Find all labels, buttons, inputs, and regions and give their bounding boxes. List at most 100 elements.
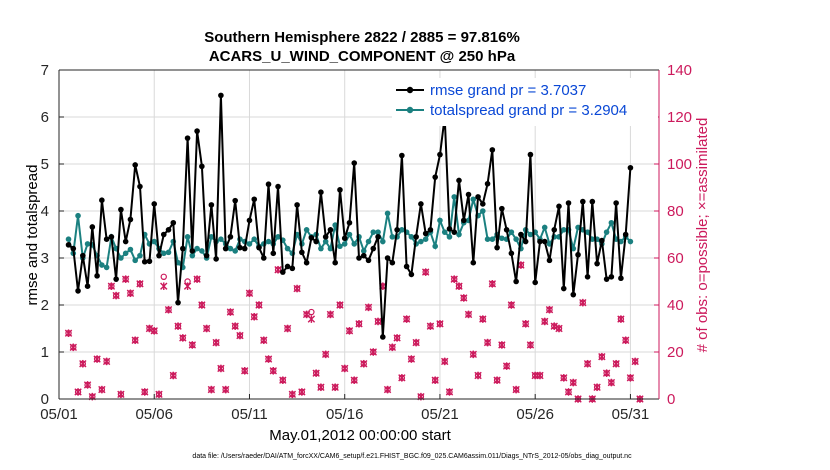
- obs-assimilated-point: [226, 308, 235, 316]
- obs-assimilated-point: [436, 320, 444, 328]
- obs-assimilated-point: [555, 324, 563, 333]
- totalspread-point: [122, 250, 129, 257]
- obs-assimilated-point: [526, 341, 535, 349]
- obs-assimilated-point: [174, 322, 182, 330]
- rmse-point: [222, 245, 229, 252]
- totalspread-point: [360, 248, 367, 254]
- obs-assimilated-point: [107, 282, 116, 290]
- rmse-point: [194, 128, 200, 134]
- totalspread-point: [184, 234, 191, 240]
- rmse-point: [513, 278, 519, 285]
- rmse-point: [527, 151, 534, 158]
- y-tick-label-left: 6: [41, 109, 49, 126]
- rmse-point: [332, 259, 338, 266]
- obs-assimilated-point: [545, 305, 554, 314]
- rmse-point: [494, 244, 500, 251]
- obs-assimilated-point: [79, 359, 87, 368]
- obs-assimilated-point: [236, 331, 244, 340]
- rmse-point: [180, 245, 186, 252]
- rmse-point: [532, 279, 538, 286]
- totalspread-point: [118, 255, 124, 261]
- rmse-point: [165, 227, 172, 233]
- obs-assimilated-point: [464, 310, 473, 319]
- obs-assimilated-point: [450, 275, 458, 283]
- rmse-point: [508, 250, 515, 257]
- totalspread-point: [456, 231, 462, 238]
- totalspread-point: [418, 238, 424, 245]
- rmse-point: [537, 238, 543, 245]
- obs-assimilated-point: [121, 275, 130, 283]
- totalspread-point: [384, 210, 391, 217]
- obs-assimilated-point: [288, 390, 297, 399]
- obs-assimilated-point: [564, 388, 573, 396]
- totalspread-point: [508, 229, 515, 235]
- totalspread-point: [132, 257, 138, 264]
- totalspread-point: [370, 229, 377, 235]
- obs-assimilated-point: [69, 343, 77, 352]
- rmse-point: [237, 244, 243, 251]
- totalspread-point: [208, 234, 215, 240]
- rmse-point: [432, 174, 438, 180]
- obs-assimilated-point: [374, 317, 382, 326]
- totalspread-point: [275, 234, 281, 240]
- rmse-point: [313, 238, 319, 245]
- y-tick-label-left: 2: [41, 297, 49, 314]
- y-axis-label-left: rmse and totalspread: [24, 165, 41, 306]
- obs-assimilated-point: [188, 341, 197, 349]
- obs-assimilated-point: [74, 388, 82, 396]
- y-tick-label-right: 20: [667, 344, 684, 361]
- obs-assimilated-point: [93, 355, 101, 363]
- x-tick-label: 05/16: [326, 406, 364, 423]
- rmse-point: [284, 263, 291, 270]
- obs-assimilated-point: [98, 385, 106, 394]
- obs-assimilated-point: [607, 378, 616, 387]
- obs-assimilated-point: [198, 301, 206, 309]
- obs-assimilated-point: [250, 312, 258, 321]
- rmse-point: [160, 231, 167, 238]
- totalspread-point: [513, 236, 519, 242]
- obs-assimilated-point: [183, 282, 192, 290]
- rmse-point: [503, 227, 510, 233]
- rmse-point: [151, 201, 158, 207]
- totalspread-point: [441, 229, 448, 235]
- totalspread-point: [346, 231, 353, 238]
- legend: rmse grand pr = 3.7037 totalspread grand…: [392, 78, 658, 126]
- totalspread-point: [351, 241, 358, 247]
- obs-assimilated-point: [283, 324, 292, 333]
- obs-assimilated-point: [431, 376, 439, 384]
- rmse-point: [565, 200, 572, 206]
- rmse-point: [556, 203, 562, 210]
- obs-assimilated-point: [164, 305, 173, 314]
- rmse-point: [275, 183, 281, 190]
- obs-assimilated-point: [217, 364, 225, 373]
- obs-assimilated-point: [341, 364, 349, 373]
- rmse-point: [370, 245, 377, 252]
- totalspread-point: [446, 234, 453, 240]
- obs-assimilated-point: [579, 298, 587, 307]
- totalspread-point: [246, 241, 253, 247]
- obs-assimilated-point: [474, 371, 482, 380]
- rmse-point: [122, 238, 129, 245]
- obs-assimilated-point: [193, 275, 201, 283]
- rmse-point: [437, 151, 443, 158]
- rmse-point: [446, 226, 453, 232]
- obs-assimilated-point: [255, 301, 263, 309]
- y-tick-label-left: 1: [41, 344, 49, 361]
- totalspread-point: [608, 219, 615, 226]
- rmse-point: [184, 135, 191, 141]
- obs-assimilated-point: [355, 320, 363, 328]
- totalspread-point: [151, 238, 158, 245]
- rmse-point: [460, 217, 467, 224]
- rmse-point: [389, 259, 396, 266]
- rmse-point: [327, 227, 334, 233]
- rmse-point: [208, 202, 215, 208]
- rmse-point: [199, 163, 205, 170]
- totalspread-point: [137, 252, 143, 259]
- totalspread-point: [232, 248, 238, 254]
- rmse-point: [113, 276, 119, 282]
- x-axis-label: May.01,2012 00:00:00 start: [269, 427, 451, 444]
- rmse-point: [603, 276, 610, 282]
- totalspread-point: [627, 238, 634, 245]
